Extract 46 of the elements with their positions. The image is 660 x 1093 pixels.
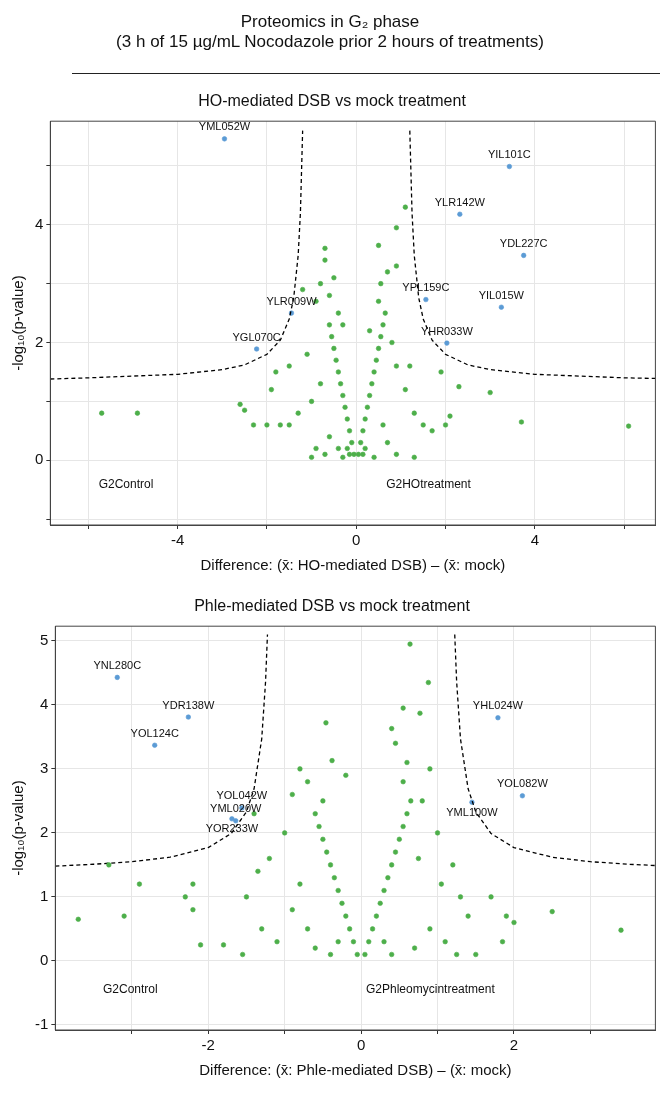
annotation: YIL101C <box>487 148 531 161</box>
annotation: YOR233W <box>205 822 259 835</box>
y-tick-label: 1 <box>39 887 49 905</box>
annotation: G2Control <box>102 981 158 996</box>
annotation: G2Control <box>98 476 154 491</box>
text: (3 h of 15 µg/mL Nocodazole prior 2 hours of treatments) <box>116 32 544 52</box>
annotation: G2Phleomycintreatment <box>366 981 496 996</box>
y-tick-label: 3 <box>39 759 49 777</box>
annotation: YLR142W <box>434 195 486 208</box>
x-tick-label: 4 <box>530 531 540 549</box>
y-axis-title: -log₁₀(p-value) <box>9 275 27 371</box>
annotation: G2HOtreatment <box>386 476 472 491</box>
chart-title: Phle-mediated DSB vs mock treatment <box>194 597 471 615</box>
annotation: YGL070C <box>232 330 281 343</box>
x-axis-title: Difference: (x̄: Phle-mediated DSB) – (x̄: mock) <box>199 1061 512 1079</box>
annotation: YDL227C <box>499 236 548 249</box>
annotation: YPL159C <box>402 281 450 294</box>
x-tick-label: 0 <box>352 531 361 549</box>
annotation: YOL124C <box>130 726 179 739</box>
y-tick-label: 2 <box>35 332 44 350</box>
annotation: YNL280C <box>93 658 142 671</box>
y-tick-label: 4 <box>39 695 49 713</box>
y-tick-label: 2 <box>39 823 49 841</box>
y-tick-label: 0 <box>39 951 49 969</box>
chart-title: HO-mediated DSB vs mock treatment <box>198 92 467 110</box>
y-tick-label: 0 <box>35 450 44 468</box>
y-tick-label: 5 <box>39 631 49 649</box>
annotation: YHL024W <box>472 699 524 712</box>
x-tick-label: 2 <box>509 1036 519 1054</box>
annotation: YOL042W <box>216 789 268 802</box>
x-tick-label: 0 <box>356 1036 366 1054</box>
annotation: YDR138W <box>162 698 215 711</box>
x-axis-title: Difference: (x̄: HO-mediated DSB) – (x̄: mock) <box>200 556 506 574</box>
annotation: YLR009W <box>266 294 318 307</box>
annotation: YOL082W <box>497 777 549 790</box>
x-tick-label: -2 <box>201 1036 215 1054</box>
annotation: YML100W <box>446 805 499 818</box>
annotation: YIL015W <box>478 288 525 301</box>
annotation: YML052W <box>198 120 251 133</box>
y-tick-label: -1 <box>34 1015 49 1033</box>
y-tick-label: 4 <box>35 214 44 232</box>
y-axis-title: -log₁₀(p-value) <box>9 780 27 876</box>
annotation: YML020W <box>210 802 263 815</box>
annotation: YHR033W <box>420 324 474 337</box>
text: Proteomics in G₂ phase <box>239 12 421 32</box>
x-tick-label: -4 <box>170 531 185 549</box>
